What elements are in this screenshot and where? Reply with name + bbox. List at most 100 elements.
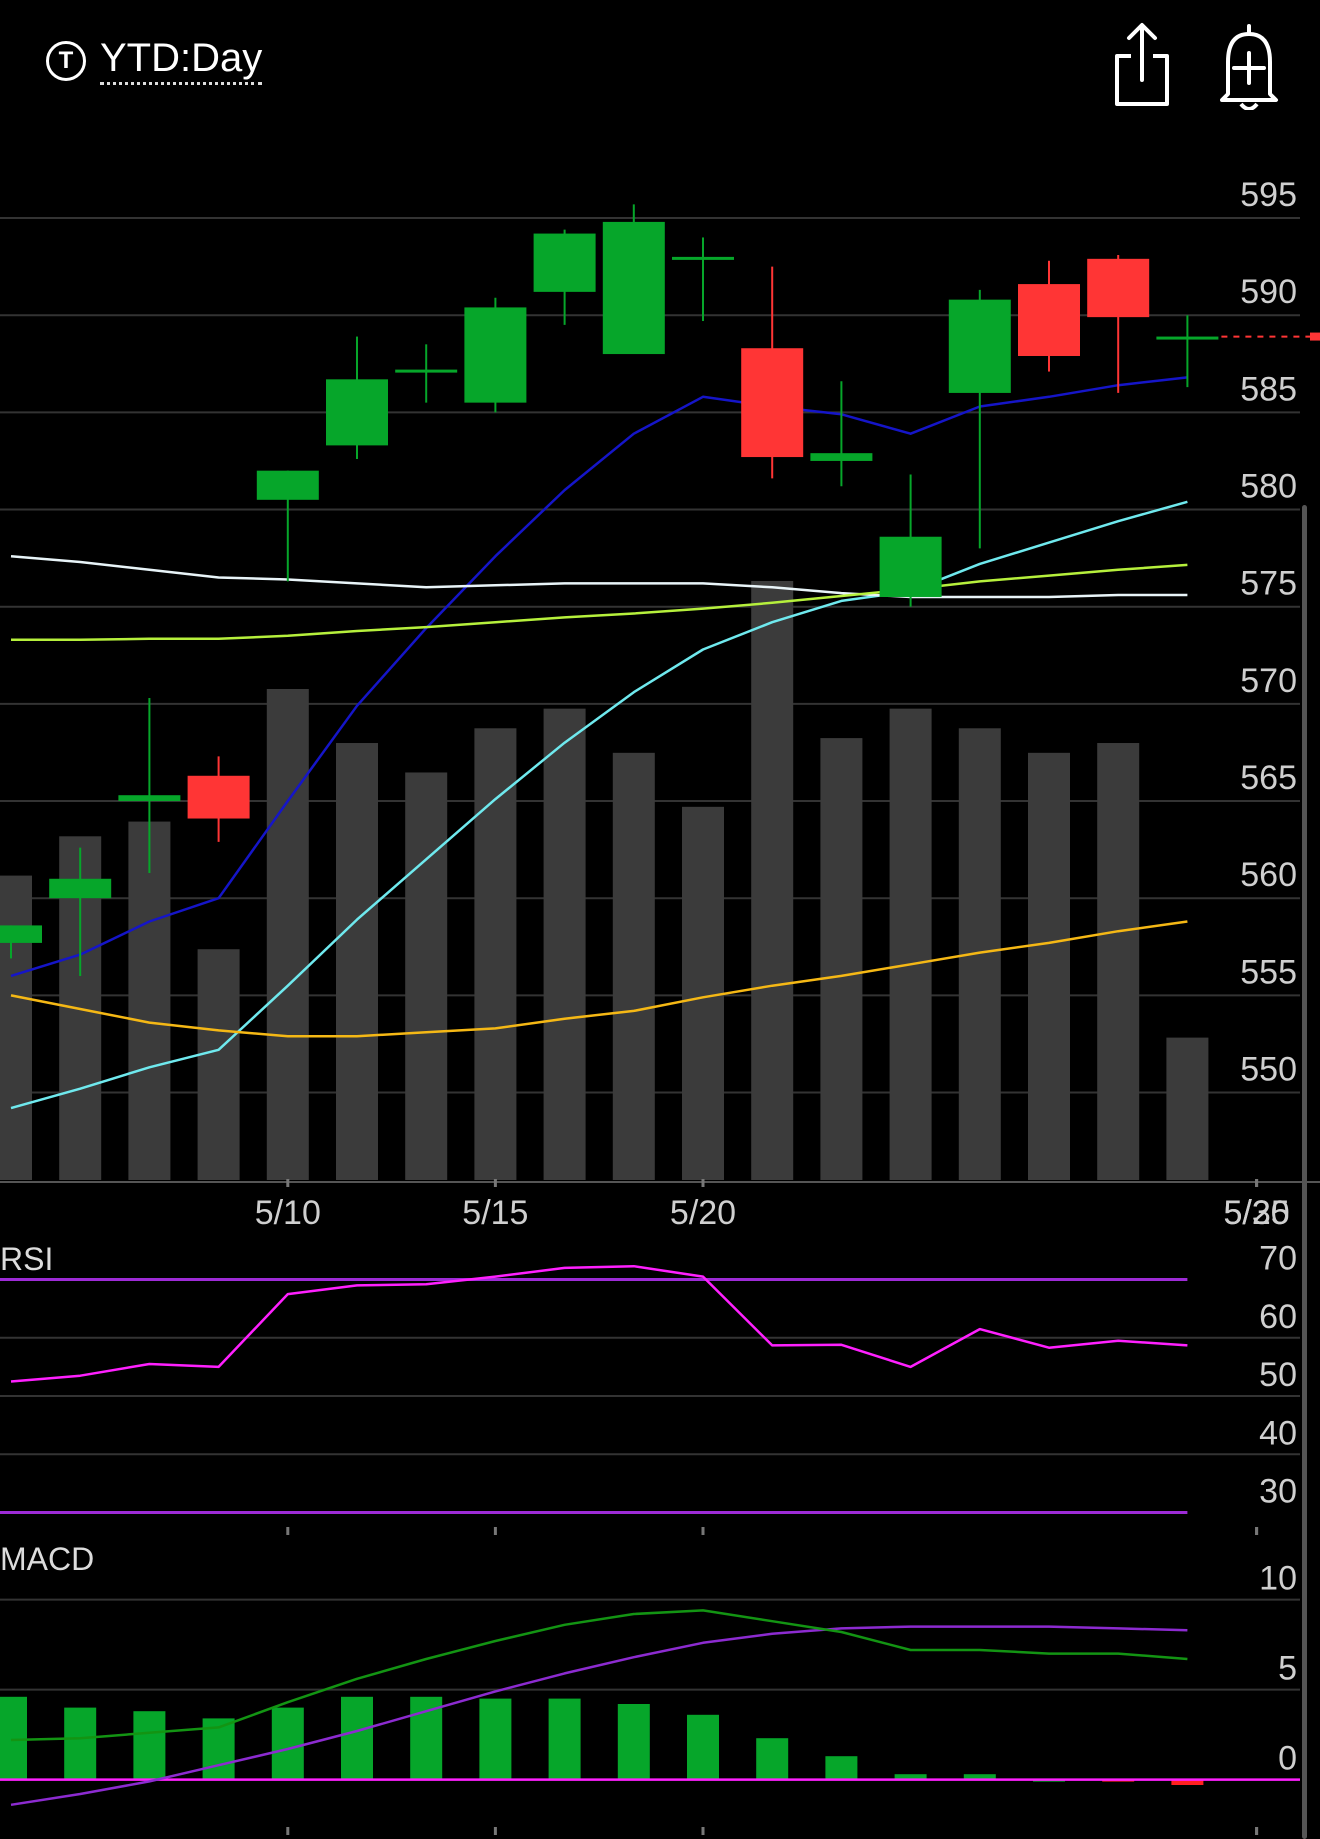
price-panel[interactable]: 595 590 585 580 575 570 565 560 555 550 bbox=[0, 176, 1320, 1180]
macd-line bbox=[10, 1609, 1188, 1742]
timeframe-label: YTD:Day bbox=[100, 36, 263, 85]
price-axis-tick-label: 560 bbox=[1240, 856, 1297, 894]
candle-body bbox=[533, 233, 596, 292]
moving-average-line bbox=[11, 563, 1188, 641]
candle-body bbox=[810, 453, 873, 461]
last-price-marker bbox=[1310, 332, 1320, 341]
candle bbox=[256, 470, 319, 582]
candle-body bbox=[49, 878, 112, 899]
macd-histogram-bar bbox=[548, 1698, 581, 1780]
volume-bar bbox=[1097, 743, 1140, 1180]
ticker-badge-icon: T bbox=[46, 40, 86, 81]
macd-histogram-bar bbox=[617, 1704, 650, 1780]
price-axis-tick-label: 565 bbox=[1240, 759, 1297, 797]
macd-panel: MACD 10 5 0 bbox=[0, 1541, 1300, 1807]
price-axis-tick-label: 570 bbox=[1240, 662, 1297, 700]
candle-body bbox=[118, 795, 181, 802]
macd-histogram-bar bbox=[479, 1698, 512, 1780]
rsi-tick-label: 40 bbox=[1259, 1414, 1297, 1452]
candle bbox=[602, 204, 665, 355]
macd-histogram-bar bbox=[963, 1774, 996, 1780]
macd-tick-label: 5 bbox=[1278, 1650, 1297, 1688]
volume-bar bbox=[889, 708, 932, 1180]
volume-bar bbox=[1166, 1037, 1209, 1180]
macd-histogram-bar bbox=[687, 1714, 719, 1780]
candle bbox=[0, 925, 42, 959]
candle bbox=[1087, 254, 1150, 393]
candle bbox=[464, 297, 527, 413]
candle-body bbox=[187, 775, 250, 819]
candle-body bbox=[741, 348, 804, 458]
candle bbox=[326, 336, 388, 459]
volume-bar bbox=[128, 821, 171, 1180]
macd-histogram-bar bbox=[825, 1756, 858, 1780]
volume-bar bbox=[0, 875, 32, 1180]
volume-bar bbox=[336, 743, 378, 1180]
candle bbox=[187, 756, 250, 842]
volume-bar bbox=[682, 806, 724, 1180]
candle-body bbox=[602, 221, 665, 355]
candle bbox=[533, 229, 596, 325]
rsi-tick-label: 70 bbox=[1259, 1240, 1297, 1278]
macd-title: MACD bbox=[0, 1541, 94, 1577]
date-tick-label: 5/10 bbox=[255, 1194, 321, 1232]
candle bbox=[395, 344, 458, 403]
share-icon[interactable] bbox=[1107, 20, 1177, 110]
macd-histogram-bar bbox=[64, 1707, 97, 1780]
volume-bar bbox=[266, 689, 309, 1180]
price-axis-tick-label: 595 bbox=[1240, 176, 1297, 214]
date-tick-label: 5/20 bbox=[670, 1194, 736, 1232]
rsi-tick-label: 60 bbox=[1259, 1298, 1297, 1336]
macd-signal-line bbox=[10, 1625, 1188, 1807]
candle-body bbox=[1087, 258, 1150, 318]
volume-bar bbox=[1028, 752, 1070, 1180]
date-axis: 5/10 5/15 5/20 5/255/30 bbox=[0, 1179, 1320, 1835]
price-axis-tick-label: 580 bbox=[1240, 468, 1297, 506]
price-axis-tick-label: 575 bbox=[1240, 565, 1297, 603]
rsi-panel: RSI 70 60 50 40 30 bbox=[0, 1240, 1300, 1515]
candle-body bbox=[1156, 336, 1219, 340]
timeframe-selector[interactable]: T YTD:Day bbox=[46, 36, 263, 85]
macd-histogram-bar bbox=[894, 1774, 927, 1780]
date-tick-label: 5/25 bbox=[1224, 1194, 1290, 1232]
macd-histogram-bar bbox=[756, 1738, 789, 1780]
candle-body bbox=[326, 379, 388, 446]
alert-bell-add-icon[interactable] bbox=[1214, 20, 1284, 110]
date-tick-label: 5/15 bbox=[462, 1194, 528, 1232]
price-axis-tick-label: 585 bbox=[1240, 370, 1297, 408]
macd-histogram-bar bbox=[133, 1711, 166, 1780]
candle-body bbox=[256, 470, 319, 500]
candle-body bbox=[464, 307, 527, 403]
candle-body bbox=[879, 536, 942, 597]
candle bbox=[118, 698, 181, 873]
rsi-title: RSI bbox=[0, 1241, 53, 1277]
candle bbox=[1156, 315, 1219, 388]
macd-tick-label: 0 bbox=[1278, 1740, 1297, 1778]
moving-average-line bbox=[10, 920, 1188, 1038]
price-axis-tick-label: 555 bbox=[1240, 953, 1297, 991]
volume-bar bbox=[543, 708, 586, 1180]
price-axis-tick-label: 590 bbox=[1240, 273, 1297, 311]
candle bbox=[879, 474, 942, 607]
moving-average-line bbox=[10, 554, 1188, 599]
date-tick-label: 5/30 bbox=[1224, 1194, 1290, 1232]
candle-body bbox=[395, 369, 458, 373]
macd-tick-label: 10 bbox=[1259, 1560, 1297, 1598]
volume-bar bbox=[474, 728, 517, 1180]
candle bbox=[1018, 260, 1080, 372]
candle bbox=[49, 847, 112, 976]
candle bbox=[810, 381, 873, 487]
moving-average-line bbox=[10, 500, 1188, 1110]
volume-bar bbox=[197, 949, 240, 1180]
volume-bar bbox=[405, 772, 448, 1180]
candle bbox=[741, 266, 804, 479]
macd-histogram-bar bbox=[1171, 1779, 1204, 1785]
macd-histogram-bar bbox=[271, 1707, 304, 1780]
candle bbox=[672, 237, 734, 322]
volume-bar bbox=[820, 738, 863, 1180]
rsi-line bbox=[10, 1264, 1188, 1383]
candle-body bbox=[0, 925, 42, 943]
candle-body bbox=[1018, 284, 1080, 356]
chart-scrollbar[interactable] bbox=[1302, 505, 1307, 1839]
